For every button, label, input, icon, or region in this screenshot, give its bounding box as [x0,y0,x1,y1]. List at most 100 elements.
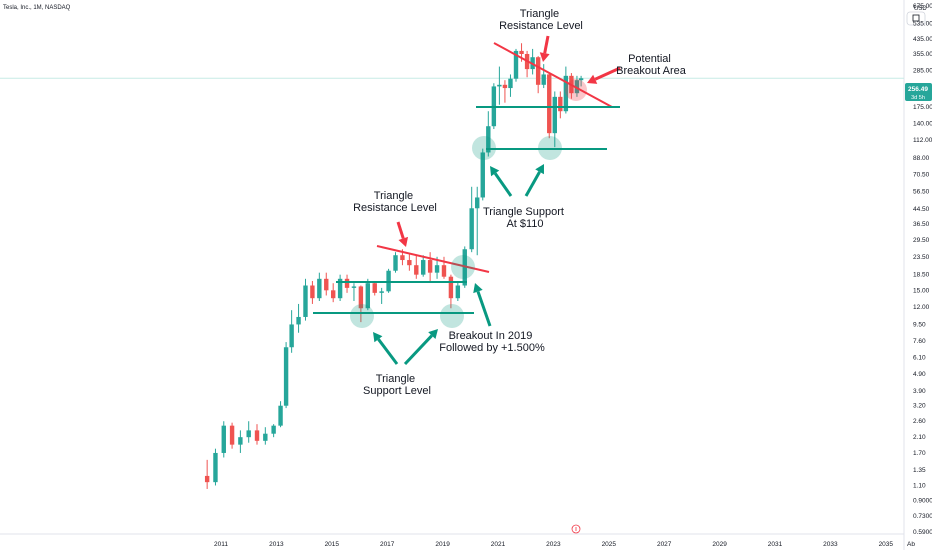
candle-body [310,285,315,299]
price-tick-label: 535.00 [913,20,932,27]
price-tick-label: 140.00 [913,120,932,127]
price-tick-label: 1.70 [913,450,926,457]
touch-point-marker [350,304,374,328]
price-tick-label: 29.50 [913,237,930,244]
time-tick-label: 2027 [657,541,672,548]
last-price-value: 256.49 [908,86,928,93]
price-tick-label: 2.60 [913,418,926,425]
price-tick-label: 1.10 [913,482,926,489]
arrow-support-110-right-head [535,164,544,175]
candle-body [480,152,485,198]
breakout-area-marker [565,79,587,101]
price-tick-label: 0.9000 [913,497,932,504]
annotation-support-bottom: Triangle Support Level [363,373,431,397]
candle-body [238,437,243,445]
candle-body [502,84,508,89]
time-tick-label: 2029 [712,541,727,548]
candle-body [421,260,426,275]
candle-body [486,126,491,153]
candle-body [204,475,210,483]
time-tick-label: 2025 [602,541,617,548]
events-marker[interactable] [571,524,581,534]
candle-body [330,290,336,299]
arrow-resistance-top-shaft [543,35,550,54]
candle-body [393,255,398,271]
time-axis-extra-label: Ab [907,541,915,548]
currency-label: USD [914,6,927,12]
price-tick-label: 112.00 [913,137,932,144]
time-axis-ticks: 2011 2013 2015 2017 2019 2021 2023 2025 2027 2029… [214,541,915,548]
candle-body [303,285,308,317]
candle-body [558,96,563,112]
candle-body [365,283,371,309]
arrow-resistance-top-head [539,52,550,62]
time-tick-label: 2017 [380,541,395,548]
candle-body [475,197,480,209]
price-tick-label: 0.5900 [913,529,932,536]
candle-body [427,260,433,273]
touch-point-marker [538,136,562,160]
price-tick-label: 15.00 [913,287,930,294]
annotation-resistance-top: Triangle Resistance Level [499,8,583,32]
price-tick-label: 285.00 [913,67,932,74]
arrow-support-110-right-shaft [524,171,541,197]
arrow-resistance-mid-shaft [396,221,405,239]
annotation-potential-breakout: Potential Breakout Area [616,53,687,77]
candle-body [246,430,251,438]
candle-body [552,96,557,134]
price-tick-label: 4.90 [913,371,926,378]
currency-selector[interactable]: USD [914,6,927,12]
price-tick-label: 12.00 [913,304,930,311]
candle-body [407,260,412,266]
last-price-tag: 256.49 3d 5h [905,83,932,101]
annotation-breakout-2019: Breakout In 2019 Followed by +1.500% [439,330,545,354]
price-tick-label: 44.50 [913,206,930,213]
resistance-line-mid [376,245,490,273]
candle-body [221,425,226,453]
candle-body [448,276,454,299]
price-tick-label: 675.00 [913,3,932,10]
candle-body [229,425,235,445]
candle-body [497,84,502,87]
price-tick-label: 6.10 [913,355,926,362]
time-tick-label: 2021 [491,541,506,548]
candle-body [263,433,268,441]
candlestick-series [204,43,584,489]
candle-body [547,74,552,134]
candle-body [414,265,419,275]
candle-body [283,347,289,406]
price-tick-label: 175.00 [913,104,932,111]
price-tick-label: 0.7300 [913,513,932,520]
settings-button-frame [906,11,926,26]
arrow-breakout-2019-head [473,283,483,294]
price-tick-label: 435.00 [913,36,932,43]
time-tick-label: 2013 [269,541,284,548]
annotation-support-110: Triangle Support At $110 [483,206,567,230]
candle-body [358,286,364,309]
arrow-breakout-area-head [587,74,598,84]
candle-body [469,208,474,250]
price-tick-label: 1.35 [913,467,926,474]
price-tick-label: 18.50 [913,272,930,279]
arrow-resistance-mid-head [398,236,409,247]
candle-body [400,255,405,261]
candle-body [271,425,276,434]
touch-point-marker [451,255,475,279]
arrow-support-right-shaft [403,334,433,366]
candle-body [344,278,350,288]
candle-body [541,74,546,85]
candle-body [455,285,461,299]
arrow-breakout-area-shaft [594,66,621,81]
candle-body [296,316,301,325]
candle-body [213,452,218,483]
candle-body [351,286,357,288]
settings-button[interactable] [906,11,926,26]
candle-body [372,283,377,293]
time-tick-label: 2033 [823,541,838,548]
chart-title: Tesla, Inc., 1M, NASDAQ [3,5,71,11]
price-tick-label: 2.10 [913,434,926,441]
price-tick-label: 23.50 [913,254,930,261]
annotation-resistance-mid: Triangle Resistance Level [353,190,437,214]
